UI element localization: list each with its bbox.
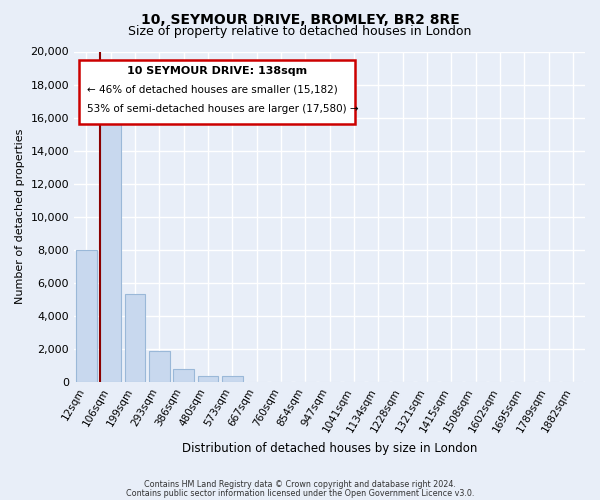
Bar: [149, 351, 170, 382]
Text: Size of property relative to detached houses in London: Size of property relative to detached ho…: [128, 25, 472, 38]
Bar: [222, 376, 242, 382]
X-axis label: Distribution of detached houses by size in London: Distribution of detached houses by size …: [182, 442, 477, 455]
Text: 53% of semi-detached houses are larger (17,580) →: 53% of semi-detached houses are larger (…: [87, 104, 358, 115]
Text: Contains HM Land Registry data © Crown copyright and database right 2024.: Contains HM Land Registry data © Crown c…: [144, 480, 456, 489]
Text: 10, SEYMOUR DRIVE, BROMLEY, BR2 8RE: 10, SEYMOUR DRIVE, BROMLEY, BR2 8RE: [140, 12, 460, 26]
Y-axis label: Number of detached properties: Number of detached properties: [15, 129, 25, 304]
Text: 10 SEYMOUR DRIVE: 138sqm: 10 SEYMOUR DRIVE: 138sqm: [127, 66, 307, 76]
Text: Contains public sector information licensed under the Open Government Licence v3: Contains public sector information licen…: [126, 489, 474, 498]
Bar: [173, 368, 194, 382]
Bar: [197, 376, 218, 382]
Bar: [125, 294, 145, 382]
FancyBboxPatch shape: [79, 60, 355, 124]
Bar: [76, 250, 97, 382]
Bar: [100, 110, 121, 382]
Text: ← 46% of detached houses are smaller (15,182): ← 46% of detached houses are smaller (15…: [87, 84, 338, 94]
